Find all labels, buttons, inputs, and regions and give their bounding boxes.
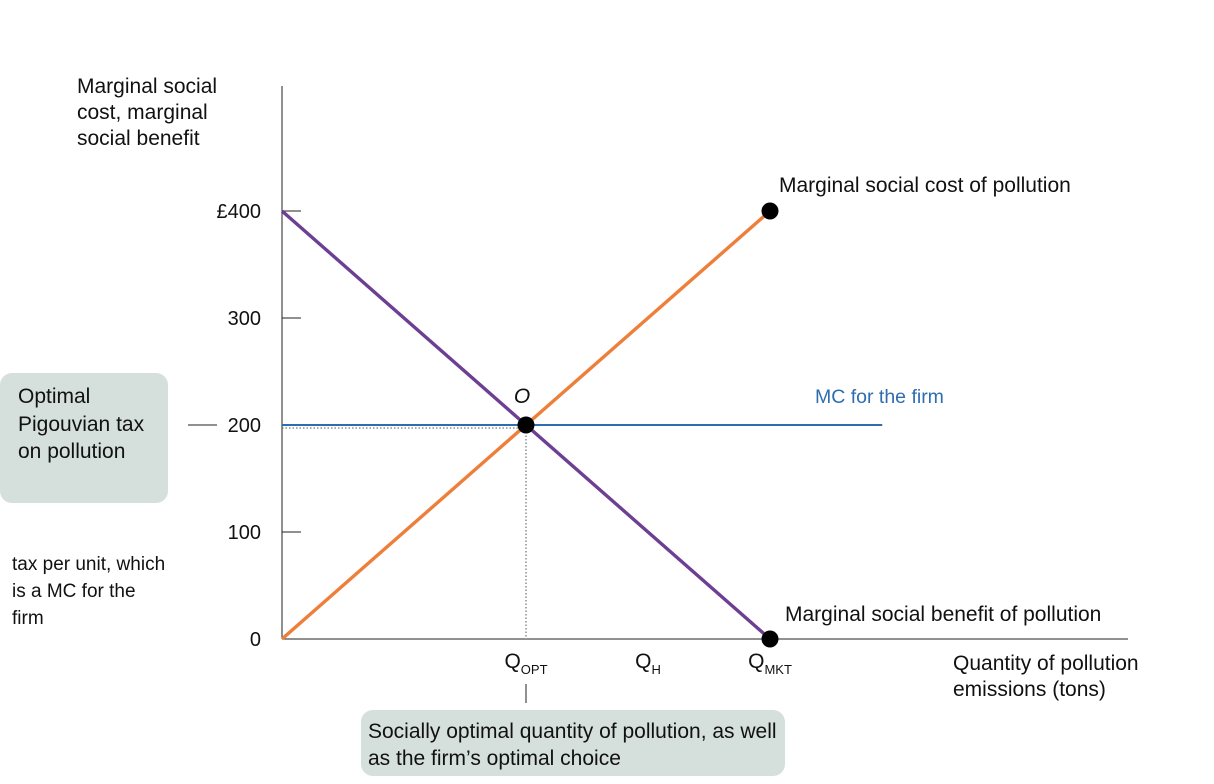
msb-endpoint-point xyxy=(761,630,779,648)
y-tick-label: 100 xyxy=(228,522,261,544)
pigouvian-tax-box: Optimal Pigouvian tax on pollution xyxy=(0,373,168,503)
y-tick-label: £400 xyxy=(217,201,262,223)
x-tick-label: QOPT xyxy=(504,650,547,677)
optimal-quantity-text: Socially optimal quantity of pollution, … xyxy=(368,720,777,770)
optimum-point xyxy=(517,416,535,434)
tax-note: tax per unit, which is a MC for the firm xyxy=(12,554,166,629)
y-axis-label: Marginal social cost, marginal social be… xyxy=(77,75,218,150)
x-tick-label: QH xyxy=(635,650,661,677)
msc-endpoint-point xyxy=(761,202,779,220)
y-tick-label: 300 xyxy=(228,308,261,330)
pigouvian-tax-text: Optimal Pigouvian tax on pollution xyxy=(18,385,145,463)
y-tick-label: 200 xyxy=(228,415,261,437)
y-tick-label: 0 xyxy=(250,629,261,651)
x-tick-label: QMKT xyxy=(748,650,792,677)
msb-label: Marginal social benefit of pollution xyxy=(785,603,1101,626)
x-axis-label: Quantity of pollution emissions (tons) xyxy=(953,652,1139,701)
optimal-quantity-box: Socially optimal quantity of pollution, … xyxy=(361,710,785,776)
firm-mc-label: MC for the firm xyxy=(815,386,944,408)
optimum-label: O xyxy=(514,385,530,408)
msc-label: Marginal social cost of pollution xyxy=(779,174,1071,197)
